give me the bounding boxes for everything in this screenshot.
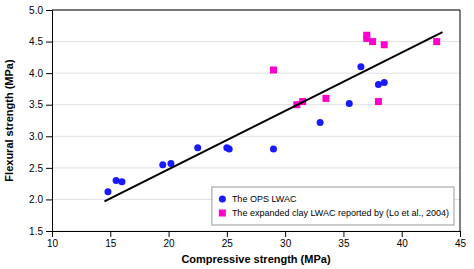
tick-label: 2.0 bbox=[29, 194, 43, 205]
point bbox=[194, 144, 201, 151]
tick-mark bbox=[46, 105, 52, 106]
y-axis: 1.5 2.0 2.5 3.0 3.5 4.0 4.5 5.0 bbox=[29, 5, 52, 237]
tick-label: 25 bbox=[222, 238, 234, 249]
tick-label: 10 bbox=[47, 238, 59, 249]
frame bbox=[52, 10, 460, 11]
grid-line bbox=[52, 73, 460, 74]
point bbox=[322, 95, 329, 102]
tick: 5.0 bbox=[29, 5, 52, 16]
legend-label: The expanded clay LWAC reported by (Lo e… bbox=[232, 208, 449, 218]
legend-swatch bbox=[219, 210, 226, 217]
tick: 1.5 bbox=[29, 226, 52, 237]
tick: 45 bbox=[455, 231, 467, 249]
tick-label: 2.5 bbox=[29, 163, 43, 174]
tick-label: 40 bbox=[397, 238, 409, 249]
tick-mark bbox=[46, 168, 52, 169]
point bbox=[270, 145, 277, 152]
point bbox=[381, 41, 388, 48]
tick-label: 45 bbox=[455, 238, 467, 249]
tick-mark bbox=[46, 10, 52, 11]
tick-mark bbox=[460, 231, 461, 237]
tick-label: 4.0 bbox=[29, 68, 43, 79]
point bbox=[375, 98, 382, 105]
point bbox=[113, 177, 120, 184]
tick-label: 3.0 bbox=[29, 131, 43, 142]
tick-label: 5.0 bbox=[29, 5, 43, 16]
point bbox=[369, 38, 376, 45]
axis-line bbox=[53, 232, 461, 238]
tick-mark bbox=[46, 231, 52, 232]
point bbox=[104, 188, 111, 195]
grid-line bbox=[52, 41, 460, 42]
tick-label: 15 bbox=[105, 238, 117, 249]
point bbox=[346, 100, 353, 107]
tick-mark bbox=[46, 136, 52, 137]
point bbox=[357, 63, 364, 70]
tick-label: 1.5 bbox=[29, 226, 43, 237]
tick-mark bbox=[227, 231, 228, 237]
tick-label: 30 bbox=[280, 238, 292, 249]
tick-mark bbox=[46, 73, 52, 74]
x-axis: 10 15 20 25 30 35 40 45 bbox=[47, 231, 467, 249]
tick-mark bbox=[285, 231, 286, 237]
tick: 25 bbox=[222, 231, 234, 249]
trend-line bbox=[104, 32, 442, 201]
tick: 2.0 bbox=[29, 194, 52, 205]
tick: 2.5 bbox=[29, 163, 52, 174]
tick: 4.5 bbox=[29, 36, 52, 47]
legend: The OPS LWAC The expanded clay LWAC repor… bbox=[212, 187, 454, 225]
tick: 30 bbox=[280, 231, 292, 249]
grid-line bbox=[52, 167, 460, 168]
point bbox=[118, 178, 125, 185]
tick-label: 3.5 bbox=[29, 99, 43, 110]
legend-box bbox=[212, 187, 454, 225]
series bbox=[270, 32, 440, 108]
point bbox=[159, 161, 166, 168]
tick-mark bbox=[169, 231, 170, 237]
point bbox=[381, 79, 388, 86]
tick: 20 bbox=[164, 231, 176, 249]
x-axis-title: Compressive strength (MPa) bbox=[181, 253, 330, 265]
point bbox=[317, 119, 324, 126]
chart: 10 15 20 25 30 35 40 45 1.5 2.0 2.5 3.0 3.5 4.0 4.5 5.0… bbox=[0, 0, 474, 269]
tick: 10 bbox=[47, 231, 59, 249]
plot: 10 15 20 25 30 35 40 45 1.5 2.0 2.5 3.0 3.5 4.0 4.5 5.0… bbox=[29, 5, 466, 249]
point bbox=[270, 66, 277, 73]
tick-mark bbox=[46, 199, 52, 200]
y-axis-title: Flexural strength (MPa) bbox=[3, 59, 15, 182]
tick: 35 bbox=[338, 231, 350, 249]
tick: 15 bbox=[105, 231, 117, 249]
marks bbox=[104, 32, 442, 202]
tick-mark bbox=[402, 231, 403, 237]
tick: 3.5 bbox=[29, 99, 52, 110]
grid-line bbox=[52, 136, 460, 137]
tick-mark bbox=[110, 231, 111, 237]
tick: 4.0 bbox=[29, 68, 52, 79]
tick-mark bbox=[343, 231, 344, 237]
legend-label: The OPS LWAC bbox=[232, 194, 297, 204]
grid-line bbox=[52, 10, 460, 11]
grid bbox=[52, 10, 460, 231]
tick-label: 20 bbox=[164, 238, 176, 249]
tick: 40 bbox=[397, 231, 409, 249]
grid-line bbox=[52, 104, 460, 105]
legend-swatch bbox=[219, 196, 226, 203]
tick-mark bbox=[46, 42, 52, 43]
frame bbox=[460, 10, 461, 231]
point bbox=[226, 145, 233, 152]
tick: 3.0 bbox=[29, 131, 52, 142]
tick-label: 4.5 bbox=[29, 36, 43, 47]
point bbox=[433, 38, 440, 45]
axis-line bbox=[46, 11, 53, 232]
tick-label: 35 bbox=[338, 238, 350, 249]
